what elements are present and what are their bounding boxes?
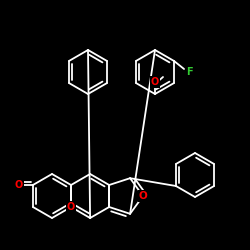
Text: O: O xyxy=(139,191,147,201)
Text: O: O xyxy=(151,77,159,87)
Text: O: O xyxy=(15,180,23,190)
Text: F: F xyxy=(186,67,192,77)
Text: O: O xyxy=(67,202,75,212)
